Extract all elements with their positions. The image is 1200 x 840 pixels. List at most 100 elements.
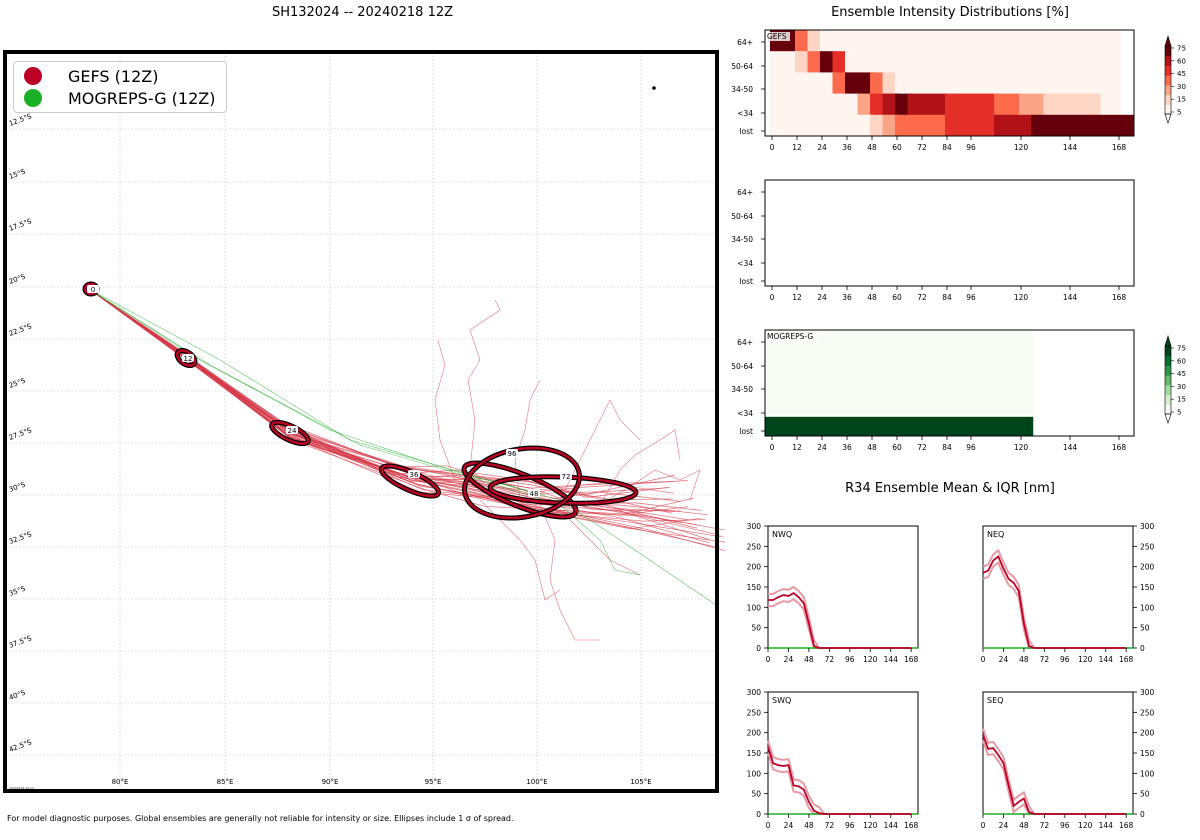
x-tick-label: 84 bbox=[942, 443, 952, 452]
colorbar-segment bbox=[1165, 84, 1171, 96]
hour-label-bg bbox=[408, 470, 420, 478]
x-tick-label: 144 bbox=[1063, 443, 1078, 452]
x-tick-label: 96 bbox=[966, 293, 976, 302]
x-tick-label: 168 bbox=[904, 655, 919, 664]
x-tick-label: 36 bbox=[842, 443, 852, 452]
heatmap-cell bbox=[765, 393, 1034, 416]
colorbar: 75 60 45 30 15 5 bbox=[1164, 334, 1186, 424]
legend-item-mogreps: MOGREPS-G (12Z) bbox=[24, 87, 215, 109]
colorbar-segment bbox=[1165, 394, 1171, 405]
row-label: lost bbox=[739, 127, 753, 136]
row-label: lost bbox=[739, 277, 753, 286]
heatmap-frame bbox=[764, 179, 1135, 287]
gefs-member-track bbox=[539, 504, 600, 641]
heatmap-cell bbox=[807, 30, 824, 52]
y-tick-label: 200 bbox=[1140, 563, 1155, 572]
x-tick-label: 0 bbox=[981, 821, 986, 830]
ellipse-fill bbox=[175, 349, 197, 367]
x-tick-label: 72 bbox=[917, 143, 927, 152]
heatmap-cell bbox=[895, 72, 1121, 95]
y-tick-label: 100 bbox=[747, 769, 762, 778]
row-label: 50-64 bbox=[731, 62, 753, 71]
x-tick-label: 96 bbox=[1060, 821, 1070, 830]
y-tick-label: 50 bbox=[1140, 790, 1150, 799]
row-label: <34 bbox=[737, 409, 753, 418]
x-tick-label: 0 bbox=[766, 821, 771, 830]
y-tick-label: 150 bbox=[1140, 749, 1155, 758]
x-tick-label: 144 bbox=[1099, 821, 1114, 830]
y-tick-label: 200 bbox=[747, 563, 762, 572]
forecast-ellipse bbox=[174, 347, 198, 369]
gefs-member-track bbox=[559, 399, 641, 501]
y-tick-label: 250 bbox=[747, 542, 762, 551]
x-tick-label: 96 bbox=[966, 143, 976, 152]
heatmap-cell bbox=[770, 51, 799, 73]
hour-label-bg bbox=[87, 285, 99, 293]
row-label: 50-64 bbox=[731, 362, 753, 371]
x-tick-label: 12 bbox=[792, 293, 802, 302]
heatmap-cell bbox=[765, 416, 1034, 436]
colorbar-tick-label: 45 bbox=[1177, 70, 1186, 78]
row-label: 64+ bbox=[737, 338, 753, 347]
hour-label-bg bbox=[286, 426, 298, 434]
x-tick-label: 96 bbox=[966, 443, 976, 452]
heatmap-cell bbox=[807, 51, 824, 73]
heatmap-cell bbox=[795, 30, 812, 52]
row-label: lost bbox=[739, 427, 753, 436]
heatmap-cell bbox=[882, 93, 899, 116]
colorbar-segment bbox=[1165, 104, 1171, 115]
colorbar-segment bbox=[1165, 375, 1171, 386]
x-tick-label: 168 bbox=[1119, 655, 1134, 664]
colorbar-segment bbox=[1165, 346, 1171, 357]
colorbar-tick-label: 45 bbox=[1177, 370, 1186, 378]
y-tick-label: 150 bbox=[1140, 583, 1155, 592]
colorbar-frame bbox=[1164, 45, 1172, 115]
y-tick-label: 250 bbox=[1140, 708, 1155, 717]
heatmap-cell bbox=[770, 72, 837, 95]
y-tick-label: 0 bbox=[756, 644, 761, 653]
y-tick-label: 300 bbox=[747, 522, 762, 531]
x-tick-label: 48 bbox=[804, 821, 814, 830]
forecast-hour-label: 96 bbox=[508, 450, 517, 458]
row-label: 64+ bbox=[737, 38, 753, 47]
gefs-member-track bbox=[88, 288, 725, 531]
map-timestamp: 20240218 20:13 bbox=[9, 786, 34, 790]
legend-item-gefs: GEFS (12Z) bbox=[24, 65, 158, 87]
x-tick-label: 48 bbox=[1019, 655, 1029, 664]
x-tick-label: 72 bbox=[825, 655, 835, 664]
heatmap-cell bbox=[1031, 114, 1134, 137]
colorbar-max-arrow bbox=[1164, 34, 1172, 47]
x-tick-label: 24 bbox=[817, 293, 827, 302]
x-tick-label: 144 bbox=[1063, 293, 1078, 302]
y-tick-label: 0 bbox=[756, 810, 761, 819]
gefs-mean-line bbox=[982, 734, 1127, 815]
heatmap-cell bbox=[945, 93, 998, 116]
forecast-hour-label: 48 bbox=[530, 490, 539, 498]
x-tick-label: 72 bbox=[1040, 655, 1050, 664]
x-tick-label: 48 bbox=[867, 293, 877, 302]
row-label: 50-64 bbox=[731, 212, 753, 221]
y-tick-label: 250 bbox=[1140, 542, 1155, 551]
x-tick-label: 0 bbox=[766, 655, 771, 664]
hour-label-bg bbox=[182, 354, 194, 362]
colorbar-segment bbox=[1165, 65, 1171, 76]
x-tick-label: 84 bbox=[942, 293, 952, 302]
row-label: 34-50 bbox=[731, 235, 753, 244]
lon-tick-label: 90°E bbox=[322, 778, 339, 786]
heatmap-cell bbox=[845, 72, 874, 95]
map-frame bbox=[3, 50, 719, 793]
y-tick-label: 300 bbox=[1140, 688, 1155, 697]
x-tick-label: 24 bbox=[999, 655, 1009, 664]
gefs-member-track bbox=[599, 429, 681, 506]
x-tick-label: 168 bbox=[1119, 821, 1134, 830]
x-tick-label: 60 bbox=[892, 143, 902, 152]
x-tick-label: 96 bbox=[845, 821, 855, 830]
colorbar-tick-label: 75 bbox=[1177, 45, 1186, 53]
lon-tick-label: 80°E bbox=[112, 778, 129, 786]
subplot-frame bbox=[982, 691, 1134, 815]
x-tick-label: 0 bbox=[770, 143, 775, 152]
map-legend: GEFS (12Z) MOGREPS-G (12Z) bbox=[13, 61, 227, 113]
heatmap-cell bbox=[857, 93, 874, 116]
x-tick-label: 48 bbox=[804, 655, 814, 664]
